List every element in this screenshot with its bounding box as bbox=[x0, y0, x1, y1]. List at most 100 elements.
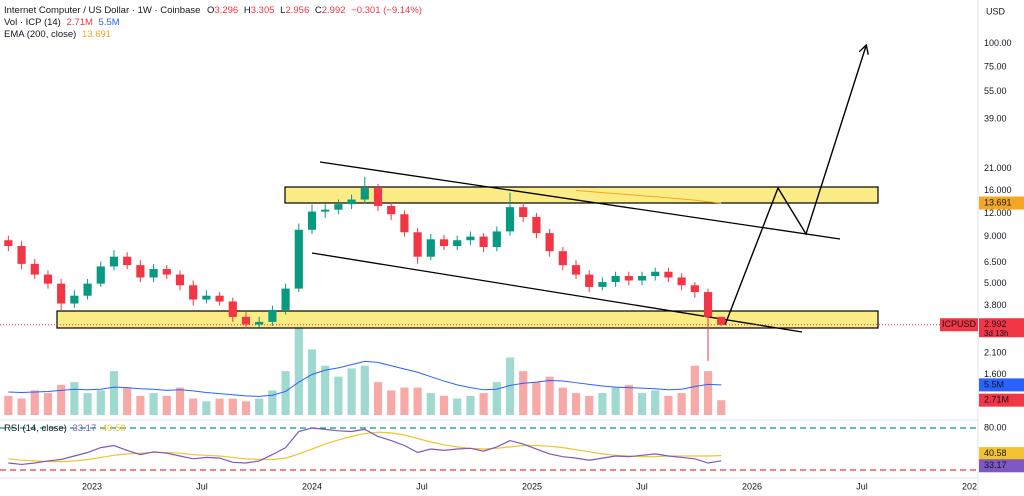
rsi-ma-line bbox=[8, 431, 722, 463]
volume-bar bbox=[466, 395, 475, 415]
low-value: 2.956 bbox=[285, 5, 309, 16]
volume-badge: 2.71M bbox=[984, 395, 1009, 405]
candle-body bbox=[532, 216, 541, 234]
change: −0.301 (−9.14%) bbox=[351, 5, 422, 16]
projection-arrow bbox=[724, 46, 866, 326]
ema-value: 13.691 bbox=[82, 29, 111, 40]
volume-bar bbox=[690, 365, 699, 415]
volume-bar bbox=[426, 393, 435, 415]
y-tick-label: 6.500 bbox=[984, 257, 1007, 267]
candle-body bbox=[611, 276, 620, 283]
y-tick-label: 100.00 bbox=[984, 38, 1012, 48]
volume-ma-value: 5.5M bbox=[99, 17, 120, 28]
rsi-ma-badge-bg bbox=[979, 447, 1024, 461]
rsi-layer bbox=[0, 427, 978, 471]
volume-bar bbox=[373, 382, 383, 415]
volume-bar bbox=[175, 387, 185, 415]
ema-line bbox=[575, 190, 722, 204]
candle-body bbox=[519, 207, 528, 217]
volume-bar bbox=[439, 395, 449, 415]
volume-bar bbox=[453, 398, 462, 415]
y-tick-label: 21.000 bbox=[984, 163, 1012, 173]
volume-bar bbox=[43, 393, 53, 415]
price-layer bbox=[0, 176, 978, 362]
ema-name: EMA (200, close) bbox=[4, 29, 76, 40]
candle-body bbox=[677, 277, 686, 286]
y-tick-label: 2.100 bbox=[984, 347, 1007, 357]
ohlc-label: O bbox=[207, 5, 214, 16]
rsi-line bbox=[8, 427, 722, 466]
volume-bar bbox=[255, 398, 264, 415]
legend: Internet Computer / US Dollar · 1W · Coi… bbox=[4, 5, 422, 434]
y-tick-label: 12.000 bbox=[984, 208, 1012, 218]
volume-bar bbox=[637, 393, 647, 415]
volume-bar bbox=[611, 387, 620, 415]
x-tick-label: Jul bbox=[196, 481, 208, 491]
volume-bar bbox=[17, 398, 26, 415]
candle-body bbox=[690, 285, 699, 293]
ohlc-label: C bbox=[315, 5, 322, 16]
volume-value: 2.71M bbox=[67, 17, 93, 28]
candle-body bbox=[109, 256, 119, 267]
volume-bar bbox=[703, 371, 713, 415]
ema-badge: 13.691 bbox=[984, 197, 1012, 207]
y-tick-label: 9.000 bbox=[984, 231, 1007, 241]
volume-bar bbox=[83, 393, 92, 415]
symbol-badge-bg bbox=[940, 318, 978, 332]
volume-bar bbox=[387, 390, 396, 415]
y-tick-label: 5.000 bbox=[984, 278, 1007, 288]
candle-body bbox=[585, 274, 594, 287]
candle-body bbox=[571, 265, 581, 275]
volume-bar bbox=[558, 387, 567, 415]
candle-body bbox=[413, 232, 422, 257]
candle-body bbox=[307, 211, 317, 230]
y-tick-label: 3.800 bbox=[984, 300, 1007, 310]
candle-body bbox=[228, 301, 237, 317]
resistance-zone bbox=[284, 186, 879, 204]
volume-bar bbox=[717, 400, 726, 415]
rsi-badge: 33.17 bbox=[984, 460, 1007, 470]
y-tick-label: 55.00 bbox=[984, 86, 1007, 96]
volume-badge-bg bbox=[979, 393, 1024, 407]
candle-body bbox=[347, 199, 356, 205]
candle-body bbox=[268, 309, 277, 322]
symbol-badge: ICPUSD bbox=[942, 319, 977, 329]
volume-bar bbox=[677, 393, 686, 415]
x-tick-label: 2027 bbox=[962, 481, 982, 491]
candle-body bbox=[96, 266, 105, 284]
rsi-badge-bg bbox=[979, 459, 1024, 473]
countdown: 3d 13h bbox=[984, 329, 1008, 338]
candle-body bbox=[400, 214, 409, 233]
candle-body bbox=[321, 209, 330, 212]
x-tick-label: 2025 bbox=[522, 481, 542, 491]
ohlc-label: H bbox=[244, 5, 251, 16]
candle-body bbox=[136, 265, 145, 278]
volume-bar bbox=[268, 390, 277, 415]
volume-bar bbox=[307, 349, 317, 415]
candle-body bbox=[558, 251, 567, 266]
volume-bar bbox=[215, 398, 224, 415]
candle-body bbox=[215, 295, 224, 302]
candle-body bbox=[703, 292, 713, 317]
upper-channel-line bbox=[319, 161, 841, 240]
x-tick-label: Jul bbox=[856, 481, 868, 491]
volume-bar bbox=[4, 395, 13, 415]
open-value: 3.296 bbox=[214, 5, 238, 16]
volume-bar bbox=[505, 357, 515, 415]
rsi-value: 33.17 bbox=[72, 423, 96, 434]
rsi-name: RSI (14, close) bbox=[4, 423, 67, 434]
candle-body bbox=[4, 240, 13, 247]
candle-body bbox=[453, 240, 462, 247]
volume-bar bbox=[664, 395, 673, 415]
volume-bar bbox=[347, 368, 356, 415]
candle-body bbox=[83, 283, 92, 296]
price-scale: USD 100.00 75.00 55.00 39.00 21.000 16.000 12.… bbox=[940, 6, 1024, 473]
volume-bar bbox=[294, 324, 303, 415]
x-tick-label: Jul bbox=[416, 481, 428, 491]
volume-bar bbox=[651, 390, 660, 415]
volume-bar bbox=[360, 365, 369, 415]
candle-body bbox=[43, 274, 53, 284]
volume-bar bbox=[189, 398, 198, 415]
ohlc-label: L bbox=[280, 5, 285, 16]
